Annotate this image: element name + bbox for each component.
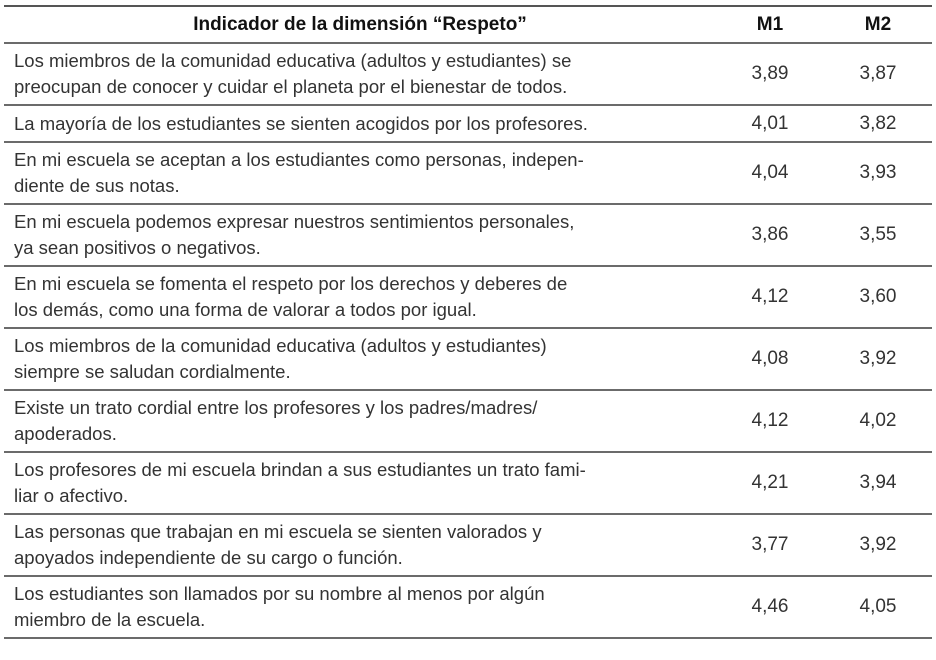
m1-value: 3,89 <box>716 42 824 105</box>
indicator-text-line: En mi escuela podemos expresar nuestros … <box>14 211 575 232</box>
indicator-text-line: liar o afectivo. <box>14 485 129 506</box>
indicator-text-line: diente de sus notas. <box>14 175 180 196</box>
m2-value: 3,92 <box>824 513 932 576</box>
indicator-text-line: los demás, como una forma de valorar a t… <box>14 299 477 320</box>
indicator-text-line: Los estudiantes son llamados por su nomb… <box>14 583 545 604</box>
indicator-text-line: apoderados. <box>14 423 117 444</box>
indicator-cell: Los profesores de mi escuela brindan a s… <box>4 451 716 514</box>
m2-value: 3,55 <box>824 203 932 266</box>
indicator-text-line: En mi escuela se aceptan a los estudiant… <box>14 149 584 170</box>
m1-value: 4,12 <box>716 265 824 328</box>
m2-value: 3,92 <box>824 327 932 390</box>
table-row: En mi escuela se aceptan a los estudiant… <box>4 141 932 204</box>
indicator-cell: Los miembros de la comunidad educativa (… <box>4 42 716 105</box>
m2-value: 3,82 <box>824 104 932 142</box>
m1-value: 4,12 <box>716 389 824 452</box>
respeto-table: Indicador de la dimensión “Respeto” M1 M… <box>4 5 932 639</box>
m1-value: 4,46 <box>716 575 824 639</box>
indicator-cell: La mayoría de los estudiantes se sienten… <box>4 104 716 142</box>
table-row: Los profesores de mi escuela brindan a s… <box>4 451 932 514</box>
indicator-cell: Los estudiantes son llamados por su nomb… <box>4 575 716 639</box>
table-row: La mayoría de los estudiantes se sienten… <box>4 104 932 142</box>
indicator-text-line: miembro de la escuela. <box>14 609 206 630</box>
m2-value: 3,93 <box>824 141 932 204</box>
indicator-cell: En mi escuela podemos expresar nuestros … <box>4 203 716 266</box>
m1-value: 4,08 <box>716 327 824 390</box>
indicator-cell: Los miembros de la comunidad educativa (… <box>4 327 716 390</box>
m2-value: 3,94 <box>824 451 932 514</box>
indicator-text-line: apoyados independiente de su cargo o fun… <box>14 547 403 568</box>
m2-value: 3,87 <box>824 42 932 105</box>
table-row: En mi escuela podemos expresar nuestros … <box>4 203 932 266</box>
indicator-text-line: Las personas que trabajan en mi escuela … <box>14 521 542 542</box>
indicator-text-line: En mi escuela se fomenta el respeto por … <box>14 273 568 294</box>
indicator-text-line: La mayoría de los estudiantes se sienten… <box>14 112 588 134</box>
table-header-row: Indicador de la dimensión “Respeto” M1 M… <box>4 5 932 43</box>
m2-value: 4,05 <box>824 575 932 639</box>
indicator-text-line: Los profesores de mi escuela brindan a s… <box>14 459 586 480</box>
m2-value: 4,02 <box>824 389 932 452</box>
indicator-cell: En mi escuela se aceptan a los estudiant… <box>4 141 716 204</box>
header-m1: M1 <box>716 5 824 43</box>
table-row: Los miembros de la comunidad educativa (… <box>4 42 932 105</box>
indicator-cell: En mi escuela se fomenta el respeto por … <box>4 265 716 328</box>
m1-value: 4,01 <box>716 104 824 142</box>
m1-value: 3,77 <box>716 513 824 576</box>
indicator-cell: Existe un trato cordial entre los profes… <box>4 389 716 452</box>
indicator-text-line: ya sean positivos o negativos. <box>14 237 261 258</box>
indicator-text-line: siempre se saludan cordialmente. <box>14 361 291 382</box>
indicator-text-line: preocupan de conocer y cuidar el planeta… <box>14 76 568 97</box>
header-indicator: Indicador de la dimensión “Respeto” <box>4 5 716 43</box>
indicator-text-line: Los miembros de la comunidad educativa (… <box>14 335 547 356</box>
indicator-text-line: Existe un trato cordial entre los profes… <box>14 397 538 418</box>
m1-value: 3,86 <box>716 203 824 266</box>
indicator-cell: Las personas que trabajan en mi escuela … <box>4 513 716 576</box>
header-m2: M2 <box>824 5 932 43</box>
table-row: Las personas que trabajan en mi escuela … <box>4 513 932 576</box>
m1-value: 4,04 <box>716 141 824 204</box>
m2-value: 3,60 <box>824 265 932 328</box>
m1-value: 4,21 <box>716 451 824 514</box>
table-row: Los estudiantes son llamados por su nomb… <box>4 575 932 639</box>
table-row: Los miembros de la comunidad educativa (… <box>4 327 932 390</box>
indicator-text-line: Los miembros de la comunidad educativa (… <box>14 50 572 71</box>
table-row: Existe un trato cordial entre los profes… <box>4 389 932 452</box>
table-row: En mi escuela se fomenta el respeto por … <box>4 265 932 328</box>
